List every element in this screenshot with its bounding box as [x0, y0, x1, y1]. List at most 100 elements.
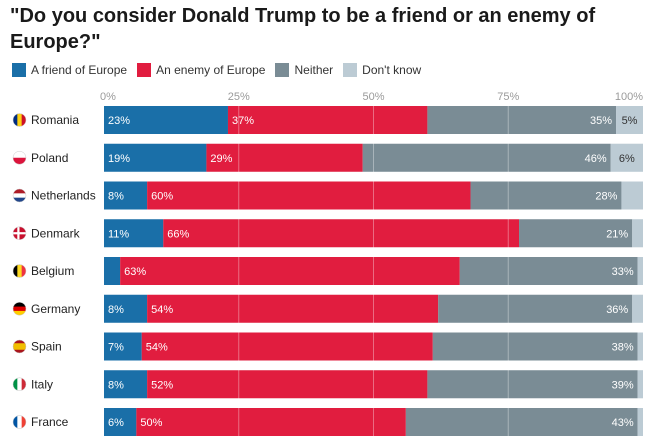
legend: A friend of Europe An enemy of Europe Ne…	[12, 62, 431, 78]
bar-value-label: 63%	[124, 266, 146, 278]
bar-value-label: 66%	[167, 228, 189, 240]
bar-value-label: 8%	[108, 379, 124, 391]
bar-value-label: 35%	[590, 115, 612, 127]
legend-swatch-dont-know	[343, 63, 358, 77]
country-label: Germany	[31, 302, 80, 316]
bar-segment-enemy	[147, 370, 428, 399]
bar-segment-dont_know	[637, 408, 643, 436]
bar-segment-dont_know	[621, 181, 643, 210]
x-tick-label: 75%	[497, 91, 519, 103]
bar-value-label: 23%	[108, 115, 130, 127]
chart-title: "Do you consider Donald Trump to be a fr…	[10, 5, 596, 53]
country-label: Denmark	[31, 226, 81, 240]
x-tick-label: 100%	[615, 91, 643, 103]
bar-segment-enemy	[163, 219, 520, 248]
bar-value-label: 21%	[606, 228, 628, 240]
x-tick-label: 25%	[228, 91, 250, 103]
bar-value-label: 29%	[210, 153, 232, 165]
bar-segment-enemy	[147, 294, 439, 323]
denmark-flag-icon	[12, 226, 27, 240]
legend-swatch-friend	[12, 63, 26, 77]
bar-segment-friend	[104, 332, 142, 361]
bar-segment-dont_know	[610, 143, 643, 172]
x-tick-label: 0%	[100, 91, 116, 103]
bar-segment-friend	[104, 257, 121, 285]
bar-value-label: 37%	[232, 115, 254, 127]
bar-segment-dont_know	[632, 294, 643, 323]
bar-value-label: 39%	[612, 379, 634, 391]
france-flag-icon	[12, 415, 27, 429]
bar-value-label: 54%	[151, 304, 173, 316]
bar-segment-enemy	[147, 181, 471, 210]
legend-label-neither: Neither	[294, 63, 334, 77]
bar-segment-enemy	[227, 106, 428, 134]
bar-segment-neither	[519, 219, 633, 248]
country-label: Romania	[31, 113, 79, 127]
bar-value-label: 8%	[108, 191, 124, 203]
germany-flag-icon	[12, 302, 27, 316]
belgium-flag-icon	[12, 264, 27, 278]
country-label: Poland	[31, 151, 68, 165]
bar-segment-friend	[104, 294, 148, 323]
bar-segment-enemy	[136, 408, 406, 436]
bar-segment-neither	[470, 181, 622, 210]
poland-flag-icon	[12, 151, 27, 165]
legend-item-neither: Neither	[275, 63, 333, 77]
bar-segment-neither	[405, 408, 638, 436]
bar-segment-dont_know	[637, 370, 643, 399]
bar-segment-friend	[104, 143, 207, 172]
spain-flag-icon	[12, 339, 27, 354]
bar-segment-neither	[427, 370, 638, 399]
bar-segment-dont_know	[616, 106, 643, 134]
bar-segment-dont_know	[632, 219, 643, 248]
bar-segment-dont_know	[637, 332, 643, 361]
bar-value-label: 11%	[108, 228, 129, 240]
bar-segment-dont_know	[637, 257, 643, 285]
romania-flag-icon	[12, 113, 27, 127]
bar-segment-neither	[459, 257, 638, 285]
bar-value-label: 8%	[108, 304, 124, 316]
bar-value-label: 36%	[606, 304, 628, 316]
bar-segment-enemy	[141, 332, 433, 361]
country-label: Spain	[31, 340, 62, 354]
bar-segment-friend	[104, 370, 148, 399]
country-label: Netherlands	[31, 189, 96, 203]
bar-value-label: 43%	[612, 417, 634, 429]
legend-item-dont-know: Don't know	[343, 63, 421, 77]
country-label: France	[31, 415, 69, 429]
legend-label-enemy: An enemy of Europe	[156, 63, 266, 77]
netherlands-flag-icon	[12, 188, 27, 203]
bar-segment-neither	[362, 143, 611, 172]
bar-value-label: 7%	[108, 342, 124, 354]
legend-label-dont-know: Don't know	[362, 63, 422, 77]
legend-swatch-neither	[275, 63, 290, 77]
bar-segment-enemy	[120, 257, 460, 285]
bar-segment-neither	[438, 294, 633, 323]
legend-swatch-enemy	[137, 63, 152, 77]
legend-item-enemy: An enemy of Europe	[137, 63, 265, 77]
bar-value-label: 5%	[622, 115, 638, 127]
x-tick-label: 50%	[362, 91, 384, 103]
bar-segment-friend	[104, 219, 164, 248]
legend-item-friend: A friend of Europe	[12, 63, 127, 77]
bar-value-label: 6%	[108, 417, 124, 429]
bar-segment-friend	[104, 106, 228, 134]
country-label: Italy	[31, 377, 53, 391]
bar-segment-enemy	[206, 143, 363, 172]
bar-segment-neither	[427, 106, 617, 134]
country-label: Belgium	[31, 264, 74, 278]
bar-value-label: 28%	[595, 191, 617, 203]
bar-value-label: 19%	[108, 153, 130, 165]
bar-value-label: 6%	[619, 153, 635, 165]
bar-value-label: 50%	[140, 417, 162, 429]
bar-value-label: 33%	[612, 266, 634, 278]
bar-value-label: 60%	[151, 191, 173, 203]
bar-value-label: 38%	[612, 342, 634, 354]
bar-segment-neither	[432, 332, 638, 361]
bar-segment-friend	[104, 181, 148, 210]
bar-value-label: 52%	[151, 379, 173, 391]
bar-segment-friend	[104, 408, 137, 436]
bar-value-label: 54%	[146, 342, 168, 354]
italy-flag-icon	[12, 377, 27, 391]
